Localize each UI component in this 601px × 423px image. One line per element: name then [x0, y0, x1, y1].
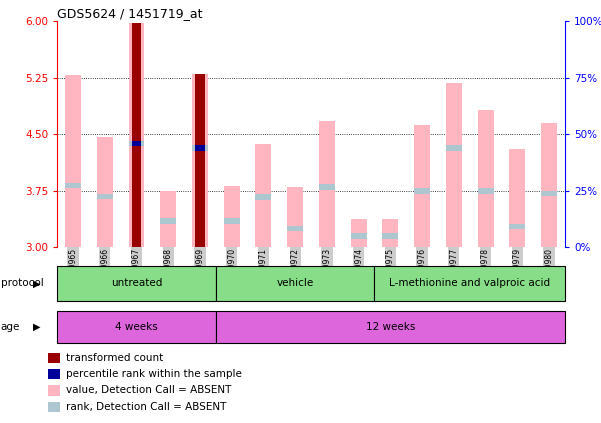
Bar [132, 141, 141, 146]
Bar [351, 233, 367, 239]
Text: ▶: ▶ [34, 278, 41, 288]
Bar [478, 110, 493, 247]
Bar [65, 183, 81, 188]
Bar [478, 188, 493, 193]
Text: GSM1520980: GSM1520980 [545, 248, 554, 299]
Text: GSM1520973: GSM1520973 [322, 248, 331, 299]
Bar [47, 401, 60, 412]
Text: GSM1520979: GSM1520979 [513, 248, 522, 299]
Bar [319, 184, 335, 190]
Text: GSM1520969: GSM1520969 [195, 248, 204, 299]
Bar [192, 145, 208, 151]
Text: GSM1520966: GSM1520966 [100, 248, 109, 299]
Bar [351, 219, 367, 247]
Text: 4 weeks: 4 weeks [115, 322, 158, 332]
Bar [57, 266, 216, 300]
Bar [160, 218, 176, 224]
Text: GSM1520968: GSM1520968 [163, 248, 172, 299]
Bar [541, 123, 557, 247]
Text: GSM1520977: GSM1520977 [450, 248, 459, 299]
Text: rank, Detection Call = ABSENT: rank, Detection Call = ABSENT [66, 402, 227, 412]
Bar [414, 188, 430, 193]
Text: GSM1520967: GSM1520967 [132, 248, 141, 299]
Bar [255, 194, 271, 200]
Bar [57, 310, 216, 343]
Text: vehicle: vehicle [276, 278, 314, 288]
Bar [216, 310, 565, 343]
Text: L-methionine and valproic acid: L-methionine and valproic acid [389, 278, 551, 288]
Bar [47, 385, 60, 396]
Bar [216, 266, 374, 300]
Bar [47, 353, 60, 363]
Text: untreated: untreated [111, 278, 162, 288]
Bar [446, 83, 462, 247]
Text: percentile rank within the sample: percentile rank within the sample [66, 369, 242, 379]
Bar [510, 149, 525, 247]
Bar [129, 141, 144, 146]
Text: GSM1520971: GSM1520971 [259, 248, 268, 299]
Text: GSM1520976: GSM1520976 [418, 248, 427, 299]
Bar [374, 266, 565, 300]
Bar [255, 144, 271, 247]
Text: GSM1520975: GSM1520975 [386, 248, 395, 299]
Bar [319, 121, 335, 247]
Bar [541, 190, 557, 196]
Bar [192, 74, 208, 247]
Bar [446, 145, 462, 151]
Bar [97, 193, 112, 199]
Bar [132, 23, 141, 247]
Bar [47, 369, 60, 379]
Text: GSM1520972: GSM1520972 [291, 248, 300, 299]
Bar [287, 187, 303, 247]
Text: transformed count: transformed count [66, 353, 163, 363]
Bar [287, 226, 303, 231]
Bar [195, 145, 205, 151]
Text: GSM1520974: GSM1520974 [354, 248, 363, 299]
Bar [382, 233, 398, 239]
Bar [129, 23, 144, 247]
Text: value, Detection Call = ABSENT: value, Detection Call = ABSENT [66, 385, 232, 396]
Text: GSM1520970: GSM1520970 [227, 248, 236, 299]
Bar [195, 74, 205, 247]
Bar [382, 219, 398, 247]
Text: ▶: ▶ [34, 322, 41, 332]
Bar [160, 191, 176, 247]
Text: age: age [1, 322, 20, 332]
Text: GSM1520978: GSM1520978 [481, 248, 490, 299]
Bar [224, 218, 240, 224]
Bar [414, 125, 430, 247]
Text: 12 weeks: 12 weeks [365, 322, 415, 332]
Text: GSM1520965: GSM1520965 [69, 248, 78, 299]
Text: GDS5624 / 1451719_at: GDS5624 / 1451719_at [57, 7, 203, 20]
Bar [97, 137, 112, 247]
Bar [65, 75, 81, 247]
Bar [224, 186, 240, 247]
Text: protocol: protocol [1, 278, 43, 288]
Bar [510, 224, 525, 229]
